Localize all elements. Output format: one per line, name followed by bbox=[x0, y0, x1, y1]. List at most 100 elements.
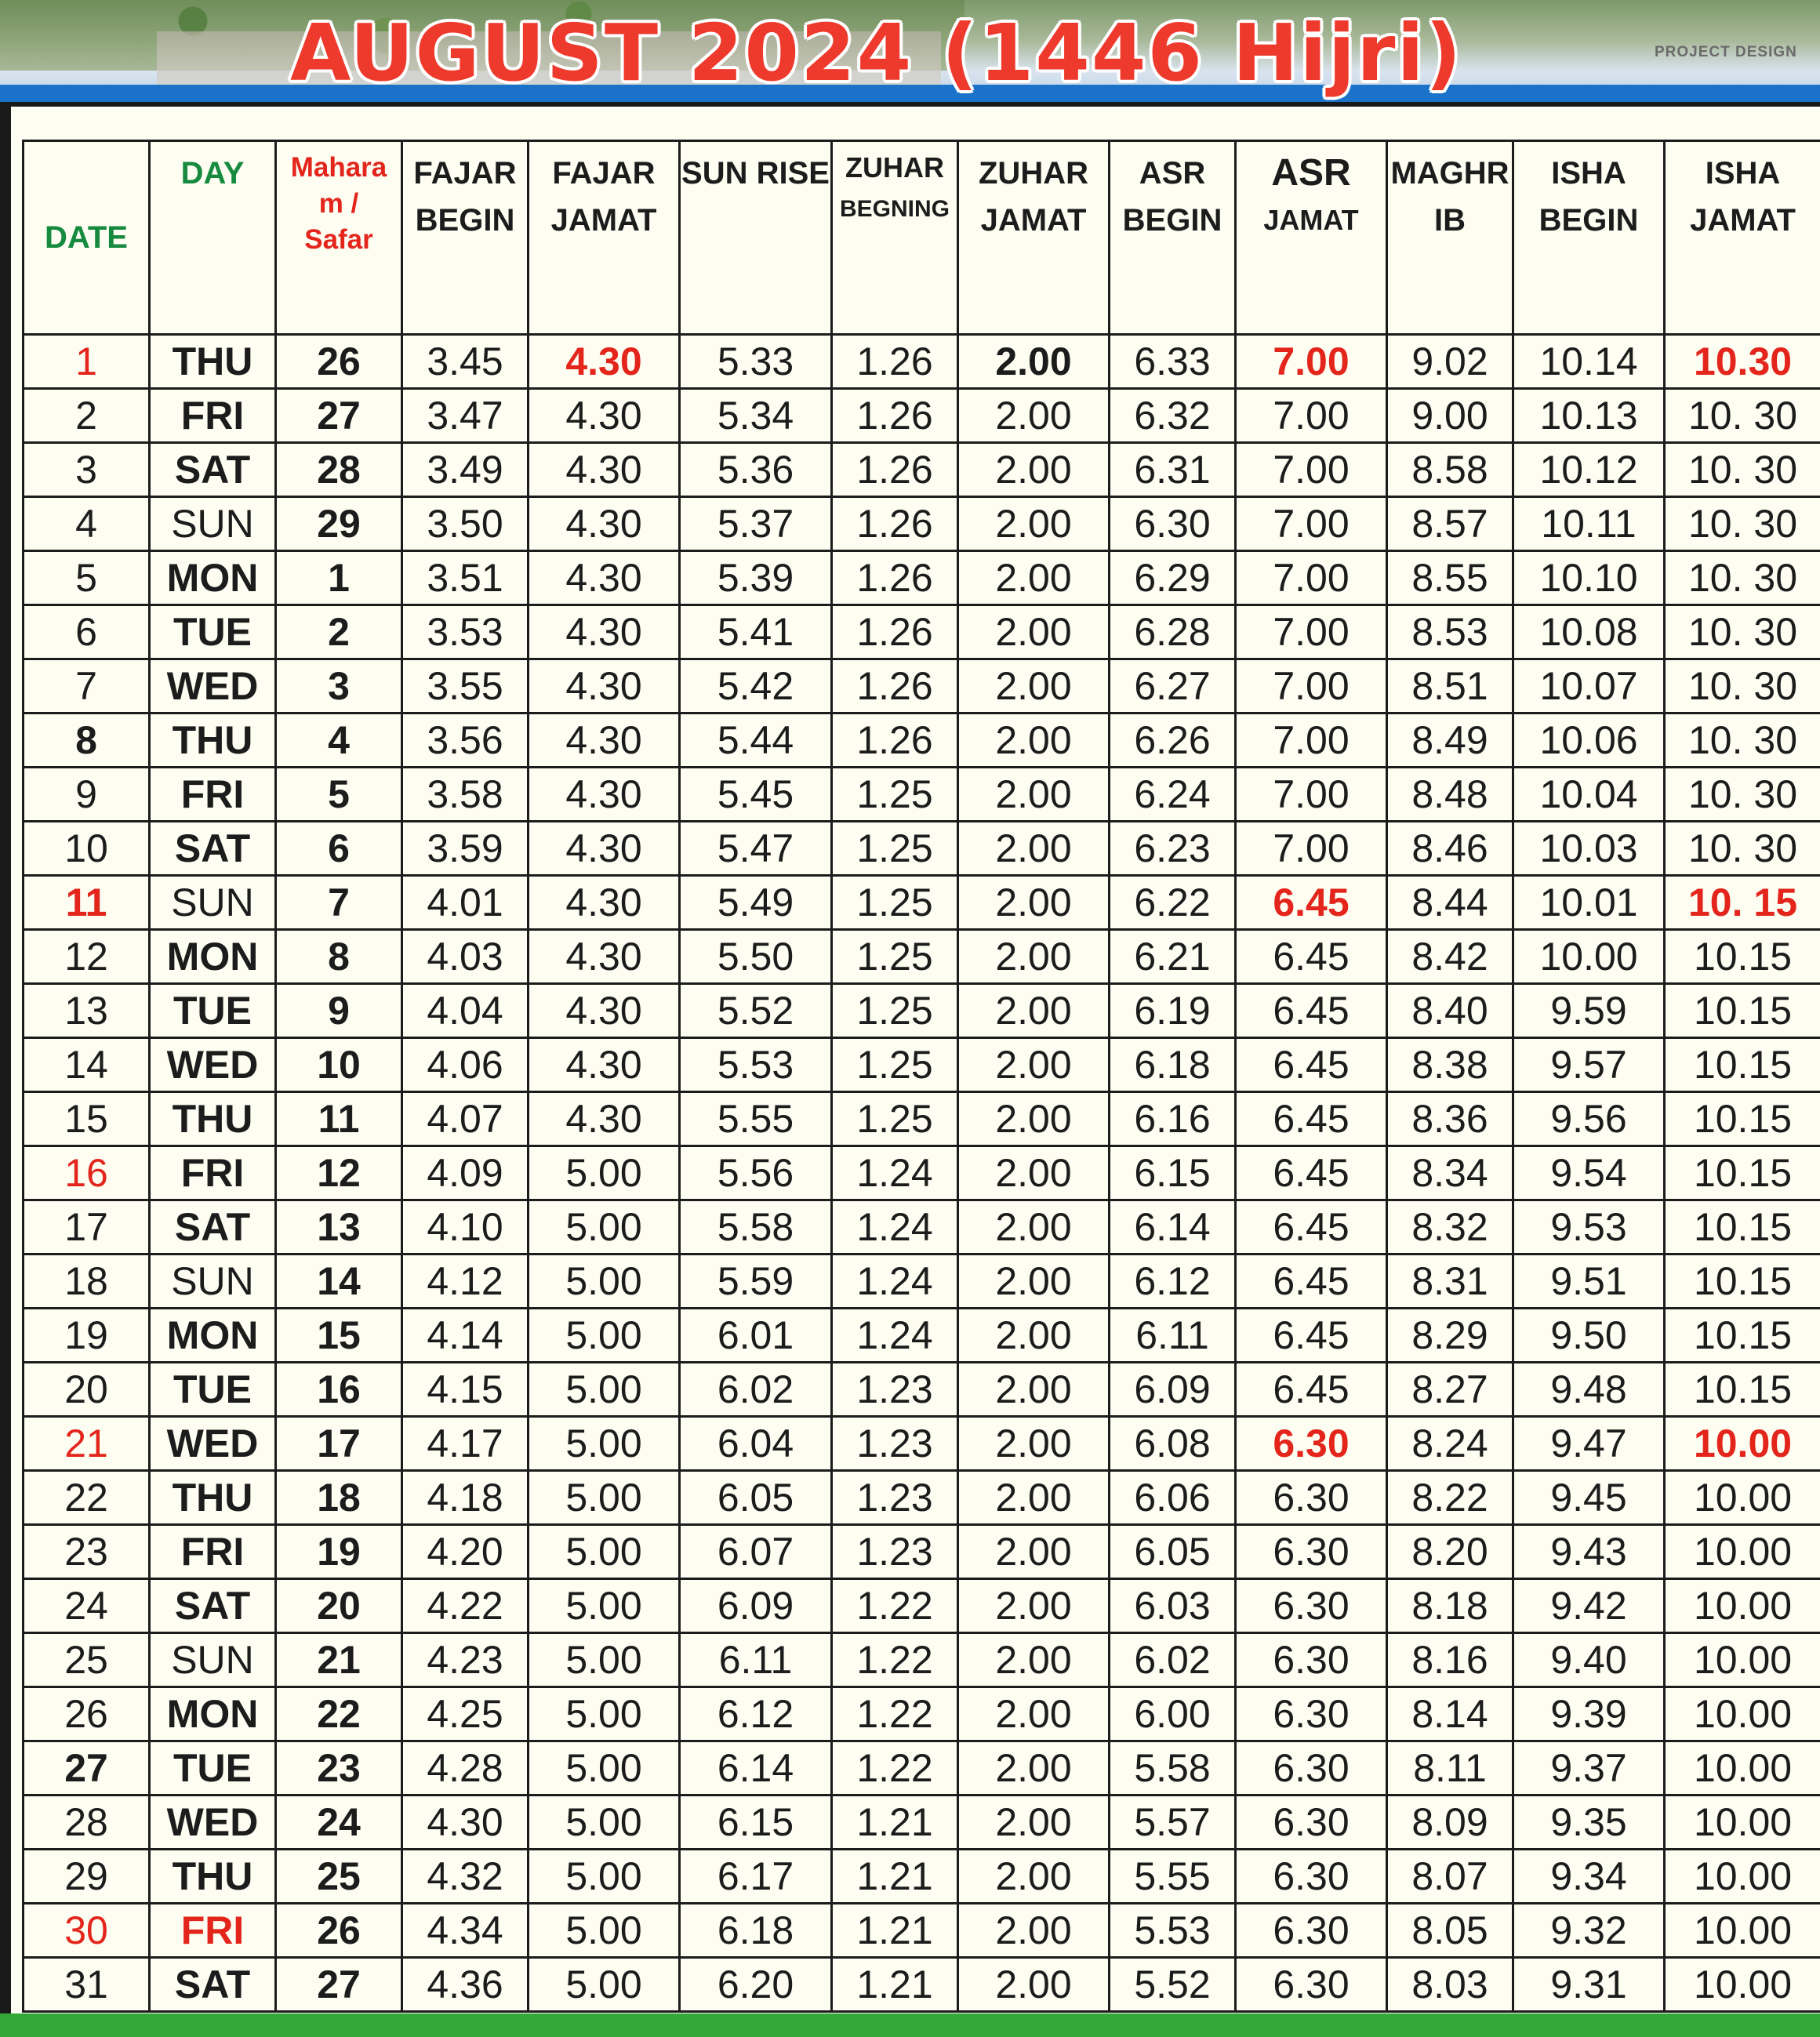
cell-date: 5 bbox=[22, 550, 151, 606]
cell-isha-jamat: 10. 30 bbox=[1663, 496, 1820, 552]
cell-asr-begin: 6.14 bbox=[1108, 1199, 1237, 1255]
cell-asr-jamat: 7.00 bbox=[1234, 441, 1388, 498]
cell-maghrib: 8.53 bbox=[1386, 604, 1514, 660]
cell-asr-jamat: 7.00 bbox=[1234, 550, 1388, 606]
cell-date: 30 bbox=[22, 1902, 151, 1959]
cell-zuhar-begin: 1.24 bbox=[830, 1307, 959, 1363]
cell-isha-jamat: 10. 30 bbox=[1663, 766, 1820, 822]
cell-date: 8 bbox=[22, 712, 151, 768]
cell-fajar-jamat: 5.00 bbox=[527, 1632, 681, 1688]
cell-day: FRI bbox=[148, 1902, 277, 1959]
cell-zuhar-begin: 1.21 bbox=[830, 1956, 959, 2013]
cell-maghrib: 9.02 bbox=[1386, 333, 1514, 390]
cell-asr-begin: 6.24 bbox=[1108, 766, 1237, 822]
cell-day: FRI bbox=[148, 1145, 277, 1201]
cell-isha-jamat: 10. 30 bbox=[1663, 387, 1820, 444]
cell-zuhar-begin: 1.22 bbox=[830, 1686, 959, 1742]
cell-date: 10 bbox=[22, 820, 151, 877]
cell-day: SAT bbox=[148, 1578, 277, 1634]
cell-isha-jamat: 10.00 bbox=[1663, 1956, 1820, 2013]
cell-zuhar-jamat: 2.00 bbox=[957, 1848, 1110, 1904]
cell-isha-begin: 9.50 bbox=[1512, 1307, 1666, 1363]
cell-date: 15 bbox=[22, 1091, 151, 1147]
cell-maghrib: 8.34 bbox=[1386, 1145, 1514, 1201]
col-header-sunrise: SUN RISE bbox=[678, 140, 833, 336]
cell-sunrise: 5.34 bbox=[678, 387, 833, 444]
table-row: 22 THU 18 4.18 5.00 6.05 1.23 2.00 6.06 6.30 8.22 9… bbox=[22, 1469, 1820, 1526]
cell-zuhar-jamat: 2.00 bbox=[957, 387, 1110, 444]
cell-zuhar-begin: 1.25 bbox=[830, 982, 959, 1039]
cell-hijri: 23 bbox=[274, 1740, 403, 1796]
cell-zuhar-jamat: 2.00 bbox=[957, 658, 1110, 714]
cell-isha-begin: 10.14 bbox=[1512, 333, 1666, 390]
cell-hijri: 11 bbox=[274, 1091, 403, 1147]
cell-maghrib: 8.58 bbox=[1386, 441, 1514, 498]
cell-fajar-begin: 4.06 bbox=[401, 1037, 529, 1093]
cell-fajar-begin: 4.30 bbox=[401, 1794, 529, 1850]
cell-isha-begin: 9.42 bbox=[1512, 1578, 1666, 1634]
cell-day: TUE bbox=[148, 1740, 277, 1796]
col-header-maghrib-line2: IB bbox=[1434, 203, 1466, 238]
cell-date: 21 bbox=[22, 1415, 151, 1472]
cell-fajar-jamat: 4.30 bbox=[527, 1091, 681, 1147]
table-row: 2 FRI 27 3.47 4.30 5.34 1.26 2.00 6.32 7.00 9.00 10… bbox=[22, 387, 1820, 444]
cell-zuhar-jamat: 2.00 bbox=[957, 1794, 1110, 1850]
cell-maghrib: 8.16 bbox=[1386, 1632, 1514, 1688]
cell-maghrib: 8.22 bbox=[1386, 1469, 1514, 1526]
cell-sunrise: 6.20 bbox=[678, 1956, 833, 2013]
cell-fajar-begin: 4.25 bbox=[401, 1686, 529, 1742]
cell-fajar-begin: 3.53 bbox=[401, 604, 529, 660]
cell-fajar-jamat: 4.30 bbox=[527, 441, 681, 498]
cell-zuhar-begin: 1.23 bbox=[830, 1415, 959, 1472]
col-header-isha-begin: ISHA BEGIN bbox=[1512, 140, 1666, 336]
cell-isha-jamat: 10.00 bbox=[1663, 1848, 1820, 1904]
cell-sunrise: 5.56 bbox=[678, 1145, 833, 1201]
cell-zuhar-jamat: 2.00 bbox=[957, 874, 1110, 931]
cell-asr-jamat: 6.30 bbox=[1234, 1415, 1388, 1472]
cell-hijri: 12 bbox=[274, 1145, 403, 1201]
cell-fajar-begin: 4.23 bbox=[401, 1632, 529, 1688]
cell-fajar-begin: 3.56 bbox=[401, 712, 529, 768]
cell-date: 3 bbox=[22, 441, 151, 498]
cell-zuhar-jamat: 2.00 bbox=[957, 550, 1110, 606]
cell-zuhar-begin: 1.22 bbox=[830, 1740, 959, 1796]
cell-fajar-jamat: 5.00 bbox=[527, 1686, 681, 1742]
cell-asr-begin: 6.15 bbox=[1108, 1145, 1237, 1201]
cell-fajar-begin: 4.14 bbox=[401, 1307, 529, 1363]
cell-zuhar-begin: 1.25 bbox=[830, 820, 959, 877]
cell-fajar-jamat: 4.30 bbox=[527, 874, 681, 931]
cell-maghrib: 8.03 bbox=[1386, 1956, 1514, 2013]
cell-date: 18 bbox=[22, 1253, 151, 1309]
frame-top-edge bbox=[0, 102, 1820, 107]
cell-zuhar-begin: 1.26 bbox=[830, 441, 959, 498]
cell-fajar-jamat: 5.00 bbox=[527, 1956, 681, 2013]
cell-fajar-jamat: 4.30 bbox=[527, 820, 681, 877]
cell-zuhar-begin: 1.26 bbox=[830, 658, 959, 714]
cell-isha-jamat: 10. 30 bbox=[1663, 712, 1820, 768]
cell-asr-jamat: 6.30 bbox=[1234, 1632, 1388, 1688]
col-header-isha-jamat-line1: ISHA bbox=[1705, 156, 1781, 191]
col-header-hijri: Mahara m / Safar bbox=[274, 140, 403, 336]
cell-isha-begin: 9.40 bbox=[1512, 1632, 1666, 1688]
cell-day: SUN bbox=[148, 874, 277, 931]
cell-zuhar-begin: 1.23 bbox=[830, 1361, 959, 1418]
cell-hijri: 5 bbox=[274, 766, 403, 822]
cell-fajar-jamat: 5.00 bbox=[527, 1794, 681, 1850]
cell-asr-begin: 6.19 bbox=[1108, 982, 1237, 1039]
col-header-sunrise-label: SUN RISE bbox=[681, 156, 830, 191]
cell-fajar-jamat: 5.00 bbox=[527, 1415, 681, 1472]
cell-date: 2 bbox=[22, 387, 151, 444]
cell-zuhar-begin: 1.26 bbox=[830, 550, 959, 606]
cell-maghrib: 8.24 bbox=[1386, 1415, 1514, 1472]
cell-fajar-begin: 3.49 bbox=[401, 441, 529, 498]
cell-asr-begin: 6.33 bbox=[1108, 333, 1237, 390]
cell-asr-jamat: 6.30 bbox=[1234, 1523, 1388, 1580]
cell-day: FRI bbox=[148, 1523, 277, 1580]
cell-date: 20 bbox=[22, 1361, 151, 1418]
col-header-fajar-jamat-line2: JAMAT bbox=[550, 203, 657, 238]
cell-asr-begin: 6.12 bbox=[1108, 1253, 1237, 1309]
cell-day: MON bbox=[148, 1307, 277, 1363]
cell-maghrib: 8.46 bbox=[1386, 820, 1514, 877]
cell-sunrise: 5.53 bbox=[678, 1037, 833, 1093]
cell-asr-jamat: 6.45 bbox=[1234, 1307, 1388, 1363]
